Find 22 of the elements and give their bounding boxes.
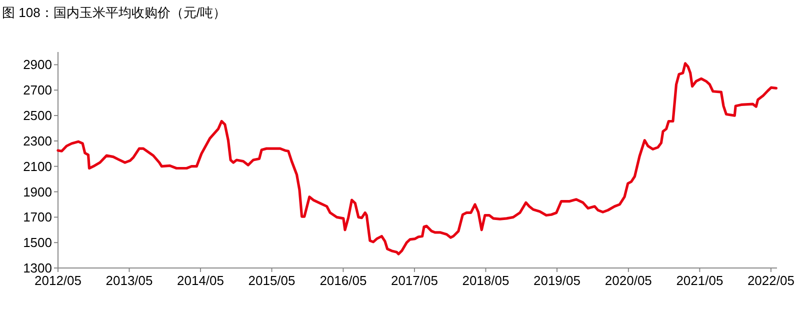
x-tick-label: 2019/05 — [533, 273, 580, 288]
y-tick-label: 2500 — [23, 108, 52, 124]
y-tick-label: 1700 — [23, 210, 52, 225]
x-tick-label: 2015/05 — [248, 273, 296, 288]
x-tick-label: 2017/05 — [390, 273, 438, 288]
line-series — [56, 62, 778, 256]
x-tick-label: 2021/05 — [676, 273, 724, 288]
y-tick-label: 1900 — [23, 184, 52, 200]
x-tick-label: 2014/05 — [177, 273, 224, 288]
x-tick-label: 2013/05 — [106, 273, 153, 288]
chart-title: 图 108：国内玉米平均收购价（元/吨） — [2, 5, 226, 20]
x-tick-label: 2016/05 — [320, 273, 367, 288]
x-tick-label: 2022/05 — [747, 273, 794, 288]
x-tick-label: 2012/05 — [34, 273, 82, 288]
y-tick-label: 2700 — [23, 82, 52, 98]
y-tick-label: 1300 — [23, 260, 52, 276]
x-tick-label: 2020/05 — [604, 273, 652, 288]
y-tick-label: 1500 — [23, 235, 52, 250]
y-tick-label: 2300 — [23, 133, 52, 148]
x-tick-label: 2018/05 — [462, 273, 510, 288]
y-tick-label: 2100 — [23, 158, 52, 174]
y-tick-label: 2900 — [23, 57, 52, 72]
